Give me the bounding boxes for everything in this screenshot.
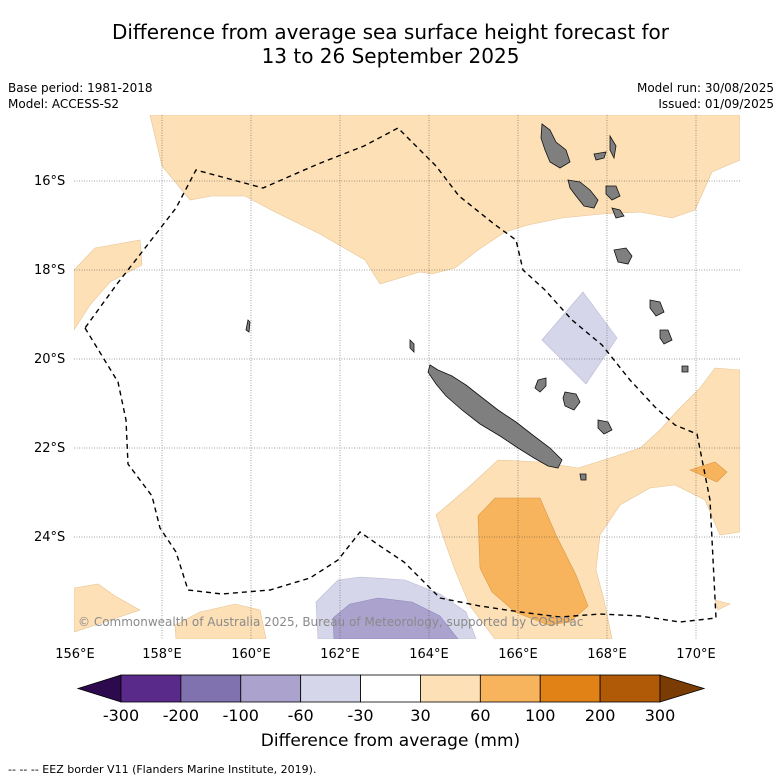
- colorbar-tick-label: -30: [347, 706, 374, 725]
- colorbar-tick-label: -200: [162, 706, 200, 725]
- lat-label-16s: 16°S: [34, 174, 66, 189]
- loyalty-island-east-3: [681, 365, 689, 373]
- loyalty-island-3: [597, 419, 613, 435]
- colorbar-segment: [360, 674, 421, 703]
- issued-date: Issued: 01/09/2025: [658, 97, 774, 111]
- colorbar-segment: [240, 674, 302, 703]
- title-line-1: Difference from average sea surface heig…: [111, 20, 670, 44]
- map-area: [74, 115, 740, 639]
- loyalty-island-2: [562, 391, 581, 411]
- map-title: Difference from average sea surface heig…: [0, 20, 781, 68]
- anomaly-core-south: [477, 497, 589, 626]
- colorbar-extend-high: [659, 674, 706, 703]
- eez-legend: -- -- -- EEZ border V11 (Flanders Marine…: [8, 763, 317, 776]
- colorbar-tick-label: -60: [287, 706, 314, 725]
- loyalty-island-1: [534, 377, 547, 393]
- colorbar-segment: [300, 674, 361, 703]
- colorbar-label: Difference from average (mm): [260, 731, 521, 751]
- colorbar-segment: [539, 674, 601, 703]
- loyalty-island-east-2: [659, 329, 673, 345]
- vanuatu-3: [609, 134, 617, 160]
- anomaly-region-south: [174, 603, 267, 639]
- colorbar-tick-label: -100: [222, 706, 259, 725]
- vanuatu-5: [605, 185, 621, 201]
- meta-left: Base period: 1981-2018 Model: ACCESS-S2: [8, 80, 153, 112]
- new-caledonia: [427, 364, 563, 469]
- copyright-text: © Commonwealth of Australia 2025, Bureau…: [78, 615, 584, 629]
- colorbar-tick-label: -300: [102, 706, 140, 725]
- loyalty-island-east-1: [649, 299, 665, 317]
- colorbar-tick-label: 200: [584, 706, 616, 725]
- lon-label-156e: 156°E: [55, 647, 95, 662]
- lat-label-20s: 20°S: [34, 352, 66, 367]
- isle-small-2: [409, 339, 415, 353]
- lon-label-162e: 162°E: [320, 647, 360, 662]
- colorbar-tick-label: 100: [524, 706, 556, 725]
- land-masses: [245, 123, 689, 481]
- lon-label-168e: 168°E: [587, 647, 627, 662]
- colorbar-extend-low: [76, 674, 122, 703]
- base-period: Base period: 1981-2018: [8, 81, 153, 95]
- anomaly-region-east-small: [714, 599, 731, 611]
- vanuatu-7: [613, 247, 633, 265]
- colorbar-segment: [420, 674, 481, 703]
- vanuatu-6: [611, 207, 625, 219]
- lat-label-22s: 22°S: [34, 441, 66, 456]
- lon-label-158e: 158°E: [142, 647, 182, 662]
- anomaly-core-east: [689, 461, 728, 483]
- colorbar: [76, 674, 706, 703]
- lat-label-24s: 24°S: [34, 530, 66, 545]
- isle-small-1: [579, 473, 587, 481]
- chesterfield-reef: [245, 319, 251, 333]
- negative-region-east: [541, 291, 618, 385]
- lat-label-18s: 18°S: [34, 263, 66, 278]
- lon-label-170e: 170°E: [676, 647, 716, 662]
- lon-label-166e: 166°E: [498, 647, 538, 662]
- colorbar-segment: [479, 674, 541, 703]
- model-run: Model run: 30/08/2025: [636, 81, 774, 95]
- vanuatu-north: [540, 123, 571, 169]
- vanuatu-2: [593, 151, 607, 161]
- model-name: Model: ACCESS-S2: [8, 97, 120, 111]
- anomaly-region-north: [149, 115, 740, 285]
- title-line-2: 13 to 26 September 2025: [261, 44, 520, 68]
- colorbar-segment: [599, 674, 661, 703]
- anomaly-region-southwest: [74, 583, 141, 633]
- colorbar-segment: [120, 674, 182, 703]
- colorbar-tick-label: 60: [470, 706, 491, 725]
- eez-border: [84, 127, 717, 623]
- lon-label-164e: 164°E: [409, 647, 449, 662]
- gridlines: [74, 115, 740, 639]
- colorbar-tick-label: 30: [410, 706, 431, 725]
- meta-right: Model run: 30/08/2025 Issued: 01/09/2025: [637, 80, 774, 112]
- colorbar-segment: [180, 674, 242, 703]
- lon-label-160e: 160°E: [231, 647, 271, 662]
- vanuatu-4: [567, 179, 599, 209]
- negative-core-south: [332, 597, 459, 639]
- colorbar-tick-label: 300: [644, 706, 676, 725]
